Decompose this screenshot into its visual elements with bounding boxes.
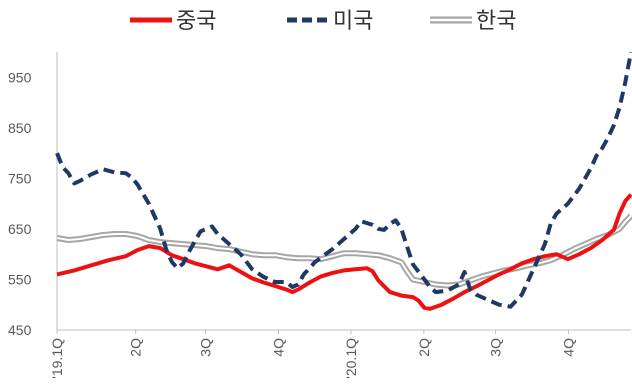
x-tick-label: 4Q [560,338,576,357]
y-tick-label: 750 [8,170,32,186]
y-tick-label: 550 [8,271,32,287]
legend-label: 미국 [333,9,373,34]
y-tick-label: 950 [8,69,32,85]
x-tick-label: 2Q [128,338,144,357]
legend-label: 중국 [176,9,216,34]
y-tick-label: 850 [8,120,32,136]
legend-item: 한국 [430,9,516,34]
legend: 중국 미국 한국 [130,9,516,34]
legend-item: 중국 [130,9,216,34]
y-tick-label: 650 [8,221,32,237]
x-tick-label: '20.1Q [343,338,359,379]
x-tick-label: 4Q [271,338,287,357]
x-tick-label: 3Q [488,338,504,357]
series-1-line [55,51,632,309]
legend-item: 미국 [287,9,373,34]
y-tick-label: 450 [8,322,32,338]
x-tick-label: 2Q [416,338,432,357]
y-axis: 450 550 650 750 850 950 [8,52,58,338]
series-2-line [56,213,632,289]
x-tick-label: 3Q [198,338,214,357]
series-0-line [56,193,632,311]
x-tick-label: '19.1Q [49,338,65,379]
x-axis: '19.1Q 2Q 3Q 4Q '20.1Q 2Q 3Q 4Q [49,329,631,379]
series-lines [55,51,632,311]
series-2-line-inner [56,215,632,287]
legend-label: 한국 [476,9,516,34]
